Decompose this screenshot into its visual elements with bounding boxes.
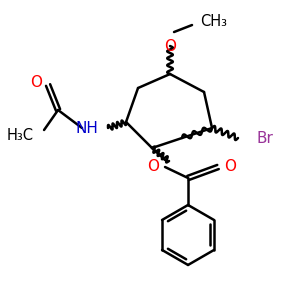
Text: O: O [224,160,236,175]
Text: O: O [164,39,176,54]
Text: O: O [30,74,42,89]
Text: CH₃: CH₃ [200,14,227,28]
Text: H₃C: H₃C [7,128,34,142]
Text: Br: Br [256,130,273,146]
Text: NH: NH [75,121,98,136]
Text: O: O [147,160,159,175]
